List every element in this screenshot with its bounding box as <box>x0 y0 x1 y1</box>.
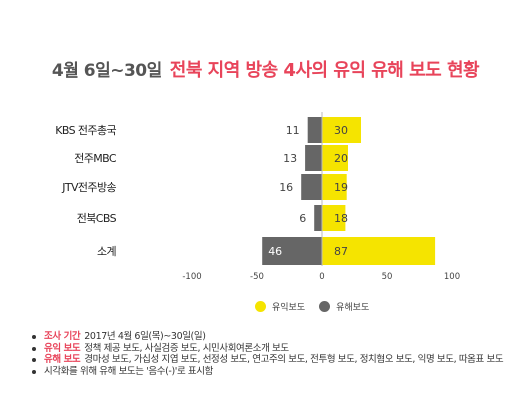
bar-beneficial <box>322 145 348 171</box>
note-label: 유익 보도 <box>44 342 81 354</box>
data-label-beneficial: 19 <box>334 181 348 194</box>
category-label: 전주MBC <box>74 152 117 165</box>
note-visualization: 시각화를 위해 유해 보도는 '음수(-)'로 표시함 <box>30 366 525 378</box>
x-tick-label: 100 <box>444 272 460 282</box>
note-text: 경마성 보도, 가십성 지엽 보도, 선정성 보도, 연고주의 보도, 전투형 … <box>84 354 504 365</box>
x-tick-label: -100 <box>182 272 201 282</box>
note-text: 2017년 4월 6일(목)~30일(일) <box>84 331 206 342</box>
data-label-harmful: 13 <box>283 152 297 165</box>
legend-item-beneficial: 유익보도 <box>255 300 305 313</box>
note-harmful: 유해 보도 경마성 보도, 가십성 지엽 보도, 선정성 보도, 연고주의 보도,… <box>30 354 525 366</box>
data-label-beneficial: 20 <box>334 152 348 165</box>
legend-item-harmful: 유해보도 <box>319 300 369 313</box>
diverging-bar-chart: KBS 전주총국 11 30 전주MBC 13 20 JTV전주방송 16 19 전북CBS 6 18… <box>55 112 460 282</box>
data-label-harmful: 46 <box>268 245 282 258</box>
bar-beneficial <box>322 205 346 231</box>
legend-swatch-harmful <box>319 301 331 312</box>
chart-legend: 유익보도 유해보도 <box>255 300 383 313</box>
bar-beneficial <box>322 117 361 143</box>
bar-harmful <box>314 205 322 231</box>
title-date: 4월 6일~30일 <box>51 61 162 81</box>
bar-harmful <box>307 117 322 143</box>
data-label-beneficial: 87 <box>334 245 348 258</box>
bar-harmful <box>301 174 322 200</box>
note-label: 조사 기간 <box>44 331 81 342</box>
note-period: 조사 기간 2017년 4월 6일(목)~30일(일) <box>30 331 525 343</box>
data-label-harmful: 6 <box>299 212 306 225</box>
chart-title: 4월 6일~30일 전북 지역 방송 4사의 유익 유해 보도 현황 <box>0 56 531 82</box>
note-text: 시각화를 위해 유해 보도는 '음수(-)'로 표시함 <box>44 365 213 377</box>
bar-beneficial <box>322 174 347 200</box>
note-beneficial: 유익 보도 정책 제공 보도, 사실검증 보도, 시민사회여론소개 보도 <box>30 343 525 355</box>
category-label: 소계 <box>97 245 116 258</box>
legend-swatch-beneficial <box>255 301 266 312</box>
bar-beneficial <box>322 237 436 265</box>
legend-label-harmful: 유해보도 <box>336 303 370 313</box>
data-label-harmful: 16 <box>279 181 293 194</box>
data-label-beneficial: 30 <box>334 124 348 137</box>
title-main: 전북 지역 방송 4사의 유익 유해 보도 현황 <box>169 60 480 81</box>
note-text: 정책 제공 보도, 사실검증 보도, 시민사회여론소개 보도 <box>84 342 289 354</box>
x-tick-label: -50 <box>250 272 264 282</box>
data-label-beneficial: 18 <box>334 212 348 225</box>
category-label: 전북CBS <box>77 212 117 225</box>
category-label: JTV전주방송 <box>61 181 116 194</box>
x-tick-label: 50 <box>382 272 393 282</box>
data-label-harmful: 11 <box>286 124 300 137</box>
bar-harmful <box>262 237 322 265</box>
bar-harmful <box>305 145 322 171</box>
note-label: 유해 보도 <box>44 354 81 365</box>
x-tick-label: 0 <box>319 272 324 282</box>
category-label: KBS 전주총국 <box>55 124 116 137</box>
legend-label-beneficial: 유익보도 <box>272 303 306 313</box>
footnotes: 조사 기간 2017년 4월 6일(목)~30일(일) 유익 보도 정책 제공 보도… <box>30 331 525 377</box>
